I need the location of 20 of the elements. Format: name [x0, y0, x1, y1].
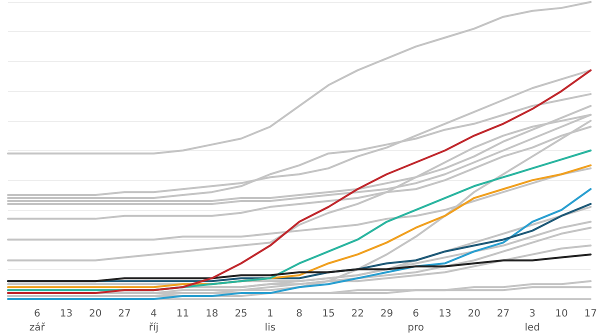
- x-tick-label: 22: [351, 308, 364, 320]
- x-tick-label: 25: [234, 308, 248, 320]
- x-tick-label: 17: [584, 308, 598, 320]
- x-tick-label: 13: [438, 308, 452, 320]
- x-tick-label: 29: [380, 308, 394, 320]
- x-tick-label: 8: [296, 308, 303, 320]
- x-tick-label: 15: [322, 308, 335, 320]
- x-tick-label: 3 led: [524, 308, 540, 334]
- x-tick-label: 1 lis: [264, 308, 276, 334]
- x-tick-label: 6 pro: [408, 308, 424, 334]
- x-tick-label: 11: [176, 308, 190, 320]
- x-tick-label: 20: [89, 308, 102, 320]
- x-tick-label: 6 zář: [29, 308, 46, 334]
- x-tick-label: 18: [206, 308, 218, 320]
- x-tick-label: 13: [60, 308, 73, 320]
- x-tick-label: 27: [496, 308, 510, 320]
- x-tick-label: 20: [468, 308, 480, 320]
- x-tick-label: 10: [555, 308, 568, 320]
- x-tick-label: 27: [118, 308, 131, 320]
- x-tick-label: 4 říj: [148, 308, 158, 334]
